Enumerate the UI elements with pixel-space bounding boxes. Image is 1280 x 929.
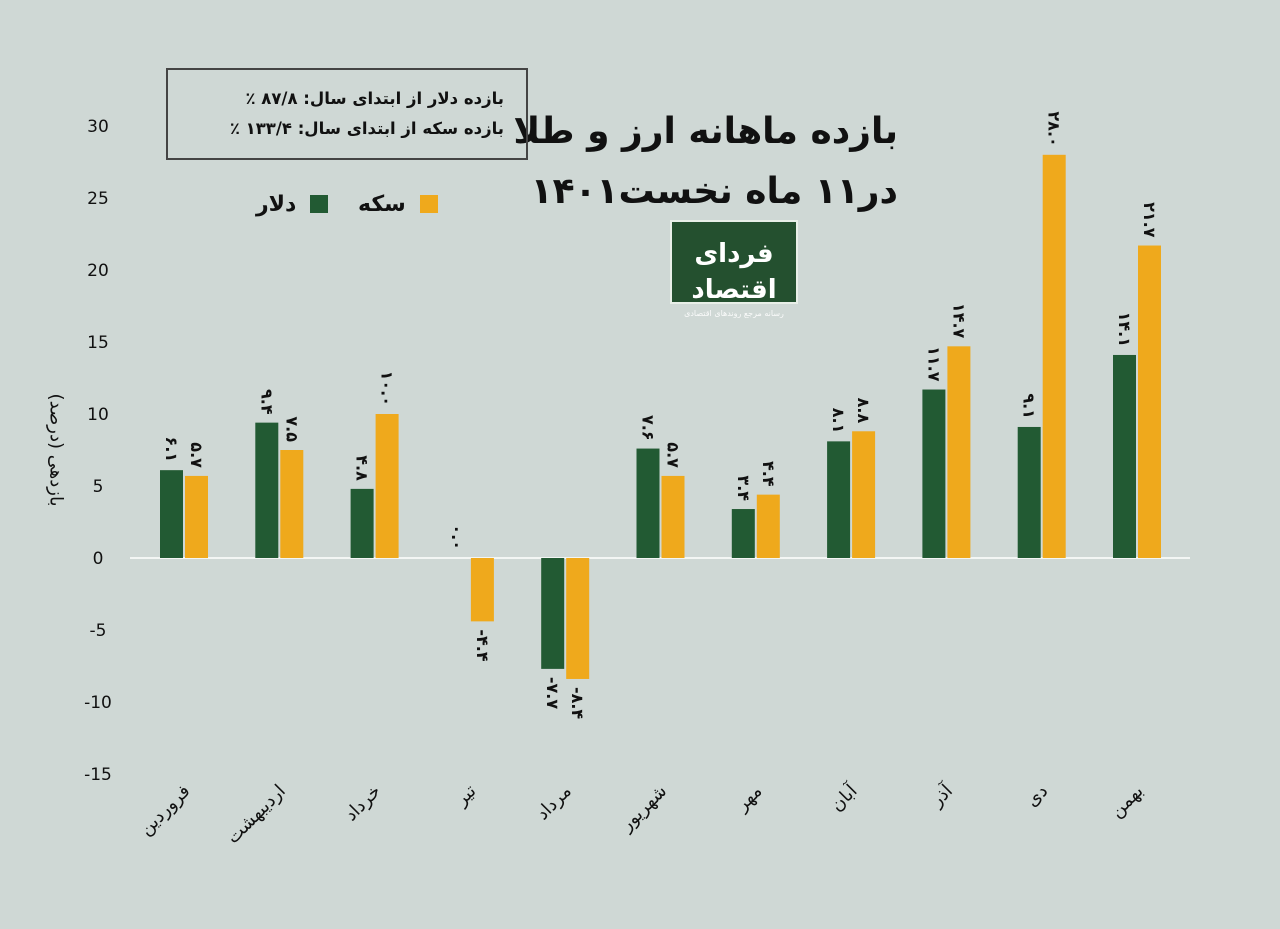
coin-value-label: -۴.۴ (473, 629, 492, 661)
dollar-value-label: ۱۱.۷ (924, 346, 943, 382)
dollar-bar (636, 448, 660, 558)
x-category-label: شهریور (616, 781, 671, 836)
y-tick-label: 0 (93, 549, 104, 569)
dollar-bar (1113, 354, 1136, 558)
y-tick-label: 30 (87, 117, 109, 137)
coin-bar (1138, 245, 1161, 558)
x-category-label: مرداد (532, 781, 576, 825)
coin-bar (756, 494, 780, 558)
dollar-value-label: ۳.۴ (734, 475, 753, 501)
coin-value-label: ۱۰.۰ (378, 371, 397, 406)
y-tick-label: 20 (87, 261, 109, 281)
logo-name: فردای اقتصاد (691, 239, 777, 305)
dollar-bar (255, 422, 279, 558)
chart-title: بازده ماهانه ارز و طلا در۱۱ ماه نخست۱۴۰۱ (513, 102, 898, 222)
dollar-value-label: ۹.۱ (1020, 393, 1039, 419)
y-tick-label: 25 (87, 189, 109, 209)
legend-dollar-label: دلار (256, 191, 297, 217)
legend-coin: سکه (358, 190, 438, 218)
dollar-value-label: ۱۴.۱ (1115, 312, 1134, 347)
dollar-bar (731, 509, 755, 558)
dollar-bar (922, 389, 946, 558)
coin-value-label: ۷.۵ (282, 416, 301, 442)
brand-logo: فردای اقتصاد رسانه مرجع روندهای اقتصادی (670, 220, 798, 318)
chart-title-line-1: بازده ماهانه ارز و طلا (513, 111, 898, 152)
x-category-label: بهمن (1106, 781, 1147, 822)
coin-value-label: ۸.۸ (854, 398, 873, 424)
x-category-label: مهر (731, 781, 766, 816)
dollar-value-label: ۴.۸ (353, 455, 372, 481)
coin-bar (280, 450, 304, 558)
dollar-value-label: ۰.۰ (448, 524, 467, 550)
coin-value-label: ۱۴.۷ (949, 303, 968, 339)
legend-dollar: دلار (256, 190, 329, 218)
y-tick-label: -10 (84, 693, 112, 713)
dollar-value-label: ۶.۱ (162, 437, 181, 463)
legend-dollar-swatch (310, 195, 329, 213)
coin-value-label: ۴.۴ (759, 461, 778, 487)
dollar-ytd-text: بازده دلار از ابتدای سال: ۸۷/۸ ٪ (245, 89, 504, 108)
x-category-label: تیر (450, 781, 480, 811)
coin-ytd-text: بازده سکه از ابتدای سال: ۱۳۳/۴ ٪ (229, 119, 504, 138)
y-tick-label: -15 (84, 765, 112, 785)
x-category-label: دی (1022, 781, 1052, 811)
x-category-label: آذر (925, 779, 958, 812)
y-tick-label: -5 (90, 621, 107, 641)
y-tick-label: 15 (87, 333, 109, 353)
dollar-bar (541, 558, 565, 669)
dollar-value-label: ۹.۴ (257, 389, 276, 415)
dollar-bar (350, 488, 374, 558)
x-category-label: خرداد (341, 781, 386, 826)
dollar-bar (827, 441, 851, 558)
coin-value-label: ۲۸.۰ (1045, 111, 1064, 146)
dollar-value-label: ۸.۱ (829, 408, 848, 434)
coin-bar (566, 558, 590, 679)
legend-coin-label: سکه (358, 191, 406, 217)
x-category-label: اردیبهشت (223, 781, 290, 848)
coin-value-label: ۲۱.۷ (1140, 202, 1159, 238)
coin-bar (661, 475, 685, 558)
legend-coin-swatch (419, 195, 438, 213)
coin-bar (947, 346, 971, 558)
logo-tagline: رسانه مرجع روندهای اقتصادی (684, 309, 784, 318)
y-tick-label: 5 (93, 477, 104, 497)
x-category-label: فروردین (135, 781, 194, 840)
x-category-label: آبان (825, 779, 862, 816)
coin-value-label: -۸.۴ (568, 687, 587, 719)
dollar-value-label: -۷.۷ (543, 677, 562, 709)
dollar-value-label: ۷.۶ (639, 415, 658, 441)
chart-title-line-2: در۱۱ ماه نخست۱۴۰۱ (530, 171, 898, 212)
y-tick-label: 10 (87, 405, 109, 425)
coin-bar (470, 558, 494, 622)
dollar-bar (1017, 426, 1041, 558)
coin-bar (852, 431, 876, 558)
dollar-bar (160, 470, 183, 558)
coin-value-label: ۵.۷ (664, 442, 683, 468)
coin-bar (1042, 154, 1066, 559)
coin-bar (185, 475, 208, 558)
coin-value-label: ۵.۷ (187, 442, 206, 468)
ytd-info-box: بازده دلار از ابتدای سال: ۸۷/۸ ٪ بازده س… (166, 68, 528, 160)
y-axis-label: بازدهی (درصد) (45, 393, 67, 507)
coin-bar (375, 414, 399, 558)
